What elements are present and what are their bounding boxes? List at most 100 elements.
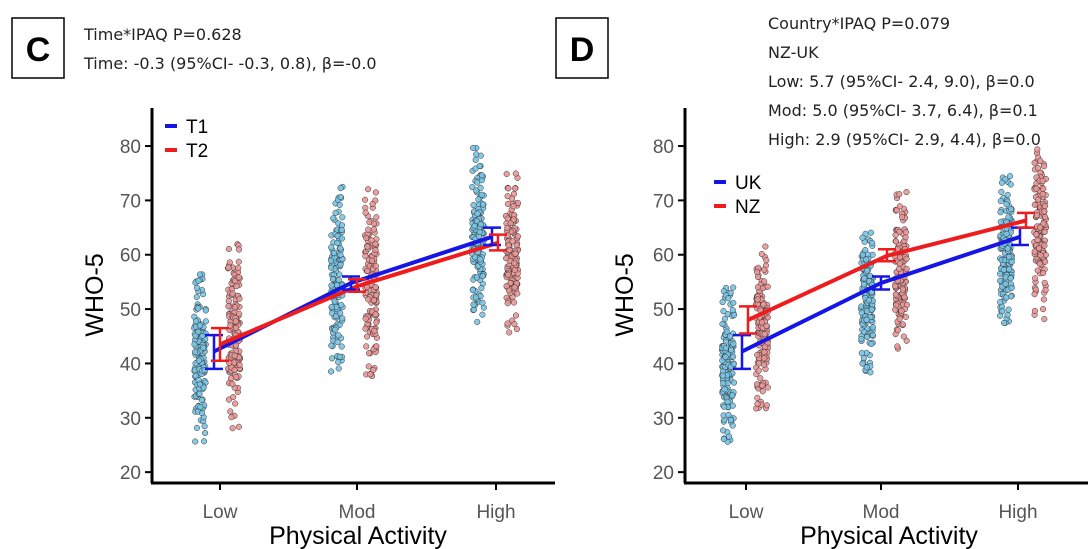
data-point (201, 423, 208, 430)
data-point (337, 194, 344, 201)
data-point (332, 209, 339, 216)
data-point (762, 243, 769, 250)
data-point (1008, 293, 1015, 300)
data-point (719, 299, 726, 306)
data-point (365, 296, 372, 303)
data-point (362, 209, 369, 216)
data-point (1039, 190, 1046, 198)
data-point (231, 277, 239, 285)
data-point (510, 216, 517, 223)
data-point (997, 299, 1004, 306)
data-point (335, 365, 342, 372)
data-point (336, 353, 343, 360)
data-point (720, 308, 727, 315)
data-point (758, 319, 766, 326)
data-point (998, 179, 1006, 186)
data-point (198, 410, 206, 417)
data-point (864, 267, 871, 274)
data-point (865, 297, 873, 304)
data-point (505, 271, 512, 278)
data-point (327, 257, 335, 264)
data-point (477, 184, 484, 191)
data-point (759, 382, 766, 389)
y-axis-title: WHO-5 (81, 253, 109, 336)
data-point (365, 226, 372, 233)
data-point (1042, 258, 1049, 265)
data-point (199, 332, 206, 340)
data-point (754, 284, 761, 291)
data-point (858, 309, 865, 316)
data-point (232, 400, 239, 407)
x-tick-label: Low (203, 502, 238, 523)
data-point (1041, 316, 1048, 323)
data-point (365, 363, 372, 370)
data-point (763, 402, 770, 409)
data-point (330, 215, 337, 222)
y-tick-label: 60 (120, 246, 141, 267)
annotation-line: Time*IPAQ P=0.628 (83, 25, 242, 44)
data-point (192, 348, 199, 356)
data-point (997, 312, 1004, 319)
data-point (505, 185, 512, 192)
data-point (894, 343, 901, 350)
data-point (730, 284, 737, 291)
data-point (202, 429, 209, 437)
data-point (479, 273, 486, 280)
data-point (194, 284, 201, 291)
data-point (1031, 201, 1038, 208)
data-point (512, 185, 519, 192)
data-point (730, 353, 737, 360)
series-line-t1 (213, 234, 493, 354)
data-point (727, 289, 734, 296)
data-point (863, 364, 870, 371)
data-point (758, 250, 765, 258)
data-point (231, 352, 238, 359)
data-point (328, 368, 335, 375)
data-point (329, 276, 336, 283)
data-point (367, 371, 374, 378)
panel-letter-box (11, 17, 65, 79)
data-point (363, 234, 370, 242)
data-point (863, 316, 870, 323)
data-point (196, 322, 203, 329)
data-point (893, 238, 900, 245)
data-point (472, 294, 479, 301)
data-point (1041, 228, 1048, 235)
data-point (202, 307, 209, 314)
data-point (193, 293, 200, 301)
data-point (1041, 208, 1048, 215)
legend-label: UK (735, 173, 762, 194)
data-point (337, 185, 344, 192)
data-point (505, 242, 512, 249)
data-point (1041, 163, 1048, 170)
data-point (868, 340, 875, 348)
data-point (228, 414, 235, 421)
data-point (899, 321, 906, 328)
data-point (373, 343, 380, 350)
data-point (503, 255, 510, 262)
data-point (1031, 291, 1038, 298)
x-tick-label: High (476, 502, 515, 523)
data-point (368, 237, 375, 244)
annotation-line: Time: -0.3 (95%CI- -0.3, 0.8), β=-0.0 (83, 54, 377, 73)
jitter-points (718, 146, 1050, 445)
data-point (339, 315, 346, 322)
data-point (1041, 279, 1048, 286)
data-point (1034, 146, 1041, 153)
data-point (477, 256, 484, 263)
data-point (200, 344, 207, 351)
data-point (902, 229, 910, 236)
data-point (513, 242, 520, 249)
data-point (334, 239, 341, 246)
data-point (235, 274, 242, 281)
data-point (997, 209, 1004, 216)
data-point (364, 243, 371, 250)
data-point (373, 214, 380, 221)
data-point (201, 438, 208, 445)
data-point (362, 315, 369, 322)
data-point (472, 156, 479, 163)
y-tick-label: 30 (653, 409, 674, 430)
data-point (235, 246, 243, 253)
data-point (192, 372, 199, 379)
data-point (236, 361, 243, 368)
